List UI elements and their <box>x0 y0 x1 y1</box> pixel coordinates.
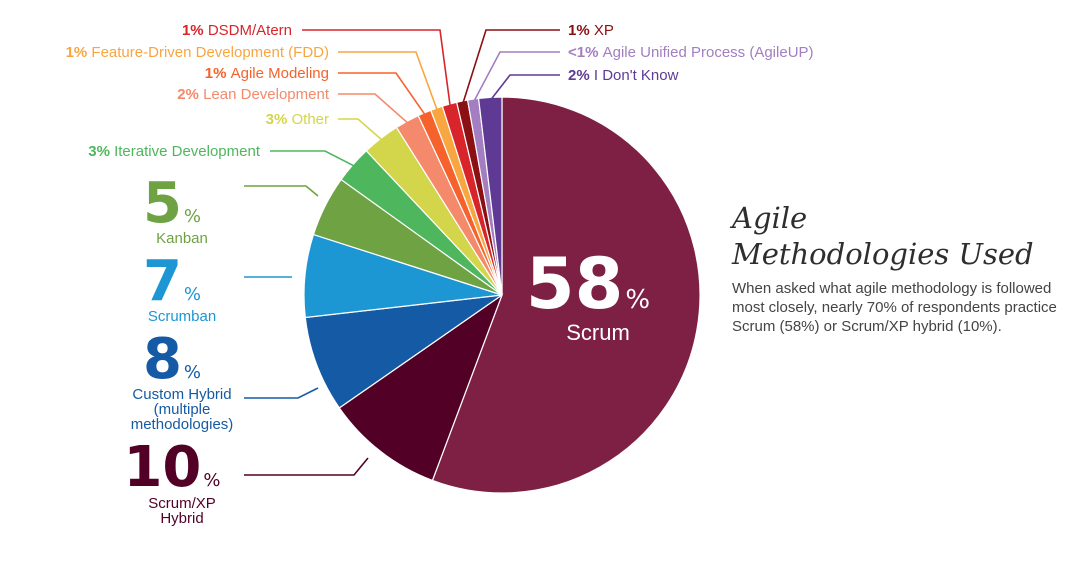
leader-line-xp <box>461 29 560 105</box>
label-name: Hybrid <box>160 510 203 527</box>
label-other: 3% Other <box>266 111 384 142</box>
label-text-other: 3% Other <box>266 111 329 128</box>
label-name: I Don't Know <box>594 67 679 84</box>
label-name: Scrum <box>566 320 630 345</box>
pie-slice-scrum <box>431 96 701 494</box>
label-percent: <1% <box>568 44 603 61</box>
label-percent: 1% <box>205 65 231 82</box>
label-name: Agile Modeling <box>231 65 329 82</box>
label-percent: 1% <box>568 22 594 39</box>
label-percent: 2% <box>177 86 203 103</box>
leader-line-scrum-xp-hybrid <box>244 457 369 476</box>
leader-line-i-don-t-know <box>489 74 560 101</box>
label-name: Iterative Development <box>114 143 261 160</box>
label-text-xp: 1% XP <box>568 22 614 39</box>
label-percent: 5% <box>143 171 201 236</box>
pie-slice-i-don-t-know <box>477 96 503 296</box>
label-name: (multiple <box>154 401 211 418</box>
label-agile-modeling: 1% Agile Modeling <box>205 65 427 117</box>
leader-line-dsdm-atern <box>302 29 452 108</box>
label-text-iterative-development: 3% Iterative Development <box>88 143 261 160</box>
label-percent: 58% <box>526 243 650 325</box>
label-percent: 1% <box>66 44 92 61</box>
label-name: Scrum/XP <box>148 495 216 512</box>
pie-slice-scrum-xp-hybrid <box>338 293 504 482</box>
label-percent: 10% <box>123 435 220 500</box>
label-percent: 7% <box>143 249 201 314</box>
label-percent: 3% <box>88 143 114 160</box>
pie-slice-custom-hybrid-multiple-methodologies <box>304 294 503 409</box>
label-kanban: 5 %Kanban <box>143 171 319 247</box>
label-percent: 8% <box>143 327 201 392</box>
label-agile-unified-process-agileup: <1% Agile Unified Process (AgileUP) <box>472 44 814 103</box>
label-text-i-don-t-know: 2% I Don't Know <box>568 67 679 84</box>
label-name: Lean Development <box>203 86 330 103</box>
label-iterative-development: 3% Iterative Development <box>88 143 356 168</box>
label-text-agile-unified-process-agileup: <1% Agile Unified Process (AgileUP) <box>568 44 814 61</box>
label-name: methodologies) <box>131 416 234 433</box>
label-percent: 2% <box>568 67 594 84</box>
leader-line-agile-modeling <box>338 72 427 117</box>
label-i-don-t-know: 2% I Don't Know <box>489 67 679 101</box>
leader-line-other <box>338 118 384 142</box>
label-feature-driven-development-fdd: 1% Feature-Driven Development (FDD) <box>66 44 439 112</box>
leader-line-agile-unified-process-agileup <box>472 51 560 103</box>
label-name: XP <box>594 22 614 39</box>
chart-title-line1: Agile <box>732 201 808 235</box>
label-name: Scrumban <box>148 308 216 325</box>
label-name: Custom Hybrid <box>132 386 231 403</box>
label-name: Kanban <box>156 230 208 247</box>
label-name: Other <box>291 111 329 128</box>
leader-line-kanban <box>244 185 319 197</box>
label-text-feature-driven-development-fdd: 1% Feature-Driven Development (FDD) <box>66 44 329 61</box>
label-scrum: 58%Scrum <box>526 243 650 345</box>
chart-description: When asked what agile methodology is fol… <box>732 280 1057 335</box>
label-xp: 1% XP <box>461 22 614 105</box>
label-text-agile-modeling: 1% Agile Modeling <box>205 65 329 82</box>
leader-line-iterative-development <box>270 150 356 168</box>
label-lean-development: 2% Lean Development <box>177 86 410 125</box>
chart-title: Agile Methodologies Used <box>732 200 1072 272</box>
leader-line-feature-driven-development-fdd <box>338 51 439 112</box>
label-name: Feature-Driven Development (FDD) <box>91 44 329 61</box>
label-dsdm-atern: 1% DSDM/Atern <box>182 22 452 108</box>
label-percent: 1% <box>182 22 208 39</box>
label-name: DSDM/Atern <box>208 22 292 39</box>
leader-line-custom-hybrid-multiple-methodologies <box>244 387 319 399</box>
label-percent: 3% <box>266 111 292 128</box>
label-text-lean-development: 2% Lean Development <box>177 86 330 103</box>
label-scrumban: 7 %Scrumban <box>143 249 292 325</box>
leader-line-lean-development <box>338 93 410 125</box>
chart-title-line2: Methodologies Used <box>732 237 1034 271</box>
label-text-dsdm-atern: 1% DSDM/Atern <box>182 22 292 39</box>
label-name: Agile Unified Process (AgileUP) <box>603 44 814 61</box>
